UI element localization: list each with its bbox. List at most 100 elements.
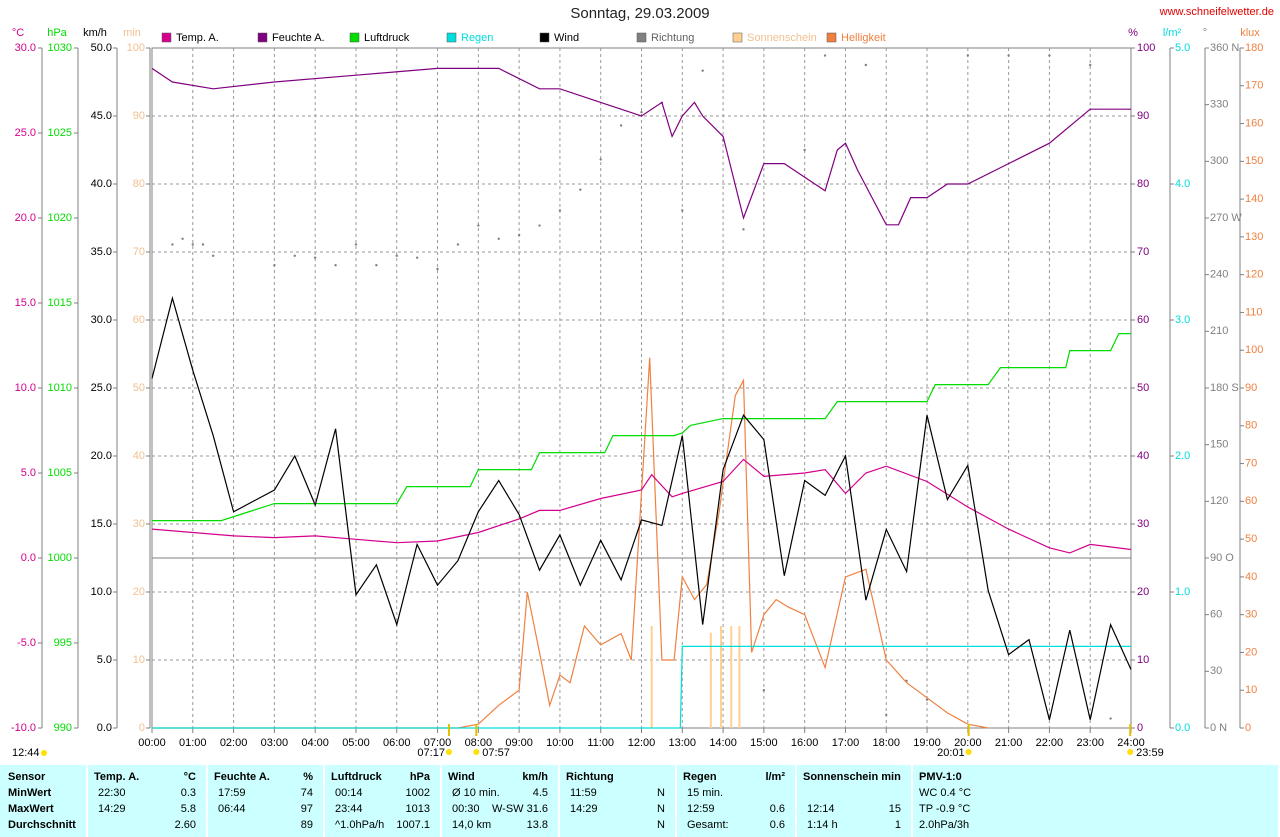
axis-unit: %: [1128, 27, 1138, 39]
legend-swatch: [826, 32, 837, 43]
cell: 00:30: [452, 803, 480, 815]
cell: N: [657, 819, 665, 831]
cell: 0.6: [769, 819, 785, 831]
y-tick-label: 120: [1245, 269, 1263, 281]
cell: WC 0.4 °C: [919, 787, 972, 799]
y-tick-label: 0.0: [97, 722, 112, 734]
column-header: Temp. A.: [94, 771, 140, 783]
x-tick-label: 12:00: [628, 737, 656, 749]
y-tick-label: 40: [1137, 450, 1149, 462]
y-tick-label: 210: [1210, 325, 1228, 337]
panel: Temp. A. °C 22:30 0.3 14:29 5.8 2.60: [88, 765, 208, 837]
direction-dot: [171, 243, 174, 246]
panel: Sonnenschein min 12:14 15 1:14 h 1: [797, 765, 913, 837]
direction-dot: [619, 124, 623, 127]
legend-label: Sonnenschein: [747, 32, 817, 44]
series-line: [151, 458, 1132, 554]
y-tick-label: 30: [133, 518, 145, 530]
direction-dot: [803, 148, 806, 152]
y-tick-label: 10: [1245, 684, 1257, 696]
series-line: [151, 295, 1132, 720]
y-tick-label: 10.0: [91, 586, 112, 598]
column-unit: l/m²: [765, 771, 785, 783]
y-tick-label: 0: [1245, 722, 1251, 734]
cell: 1002: [405, 787, 430, 799]
y-tick-label: 180 S: [1210, 382, 1239, 394]
y-tick-label: 60: [1210, 609, 1222, 621]
y-tick-label: 20.0: [15, 212, 36, 224]
cell: 0.6: [769, 803, 785, 815]
y-tick-label: 70: [133, 246, 145, 258]
direction-dot: [925, 698, 929, 701]
y-tick-label: 150: [1245, 155, 1263, 167]
direction-dot: [538, 224, 541, 227]
y-tick-label: 270 W: [1210, 212, 1242, 224]
y-tick-label: 90: [133, 110, 145, 122]
y-tick-label: 1010: [48, 382, 72, 394]
y-tick-label: 1030: [48, 42, 72, 54]
cell: 06:44: [218, 803, 246, 815]
y-tick-label: 5.0: [1175, 42, 1190, 54]
cell: 23:44: [335, 803, 363, 815]
x-tick-label: 24:00: [1117, 737, 1145, 749]
direction-dot: [1089, 63, 1092, 67]
direction-dot: [395, 254, 398, 257]
x-tick-label: 20:00: [954, 737, 982, 749]
cell: 5.8: [180, 803, 196, 815]
axis-unit: klux: [1240, 27, 1260, 39]
x-tick-label: 00:00: [138, 737, 166, 749]
sunshine-bar: [709, 632, 712, 728]
y-tick-label: 15.0: [91, 518, 112, 530]
y-tick-label: 50.0: [91, 42, 112, 54]
y-tick-label: 10.0: [15, 382, 36, 394]
direction-dot: [181, 237, 184, 240]
direction-dot: [762, 689, 766, 692]
panel: Sensor MinWert MaxWert Durchschnitt: [0, 765, 88, 837]
legend-swatch: [349, 32, 360, 43]
legend-label: Wind: [554, 32, 579, 44]
y-tick-label: 90 O: [1210, 552, 1234, 564]
cell: 12:59: [687, 803, 715, 815]
legend-label: Temp. A.: [176, 32, 219, 44]
cell: 4.5: [532, 787, 548, 799]
panel: PMV-1:0 WC 0.4 °C TP -0.9 °C 2.0hPa/3h: [913, 765, 1280, 837]
axis-unit: l/m²: [1163, 27, 1182, 39]
sunshine-bar: [730, 626, 733, 728]
y-tick-label: 360 N: [1210, 42, 1239, 54]
series-line: [152, 333, 1131, 522]
axis-unit: min: [123, 27, 141, 39]
y-tick-label: 1025: [48, 127, 72, 139]
y-tick-label: 20: [1245, 646, 1257, 658]
cell: 0.3: [180, 787, 196, 799]
legend-label: Regen: [461, 32, 493, 44]
x-tick-label: 06:00: [383, 737, 411, 749]
y-tick-label: 25.0: [15, 127, 36, 139]
y-tick-label: 0 N: [1210, 722, 1227, 734]
column-header: Sonnenschein min: [803, 771, 901, 783]
y-tick-label: 1015: [48, 297, 72, 309]
y-tick-label: 140: [1245, 193, 1263, 205]
x-tick-label: 04:00: [301, 737, 329, 749]
row-label: MaxWert: [8, 803, 54, 815]
y-tick-label: 50: [133, 382, 145, 394]
direction-dot: [864, 63, 868, 67]
x-tick-label: 22:00: [1036, 737, 1064, 749]
legend-swatch: [732, 32, 743, 43]
column-header: Luftdruck: [331, 771, 382, 783]
cell: 1007.1: [396, 819, 430, 831]
x-tick-label: 05:00: [342, 737, 370, 749]
y-tick-label: 100: [1137, 42, 1155, 54]
y-tick-label: 30.0: [91, 314, 112, 326]
y-tick-label: 1020: [48, 212, 72, 224]
direction-dot: [375, 264, 378, 267]
cell: 15: [888, 803, 901, 815]
direction-dot: [201, 243, 205, 246]
row-label: Durchschnitt: [8, 819, 76, 831]
x-tick-label: 08:00: [465, 737, 493, 749]
cell: 12:14: [807, 803, 835, 815]
legend-label: Feuchte A.: [272, 32, 325, 44]
y-tick-label: 1000: [48, 552, 72, 564]
direction-dot: [191, 243, 194, 246]
y-tick-label: 20.0: [91, 450, 112, 462]
axis-unit: hPa: [47, 27, 67, 39]
